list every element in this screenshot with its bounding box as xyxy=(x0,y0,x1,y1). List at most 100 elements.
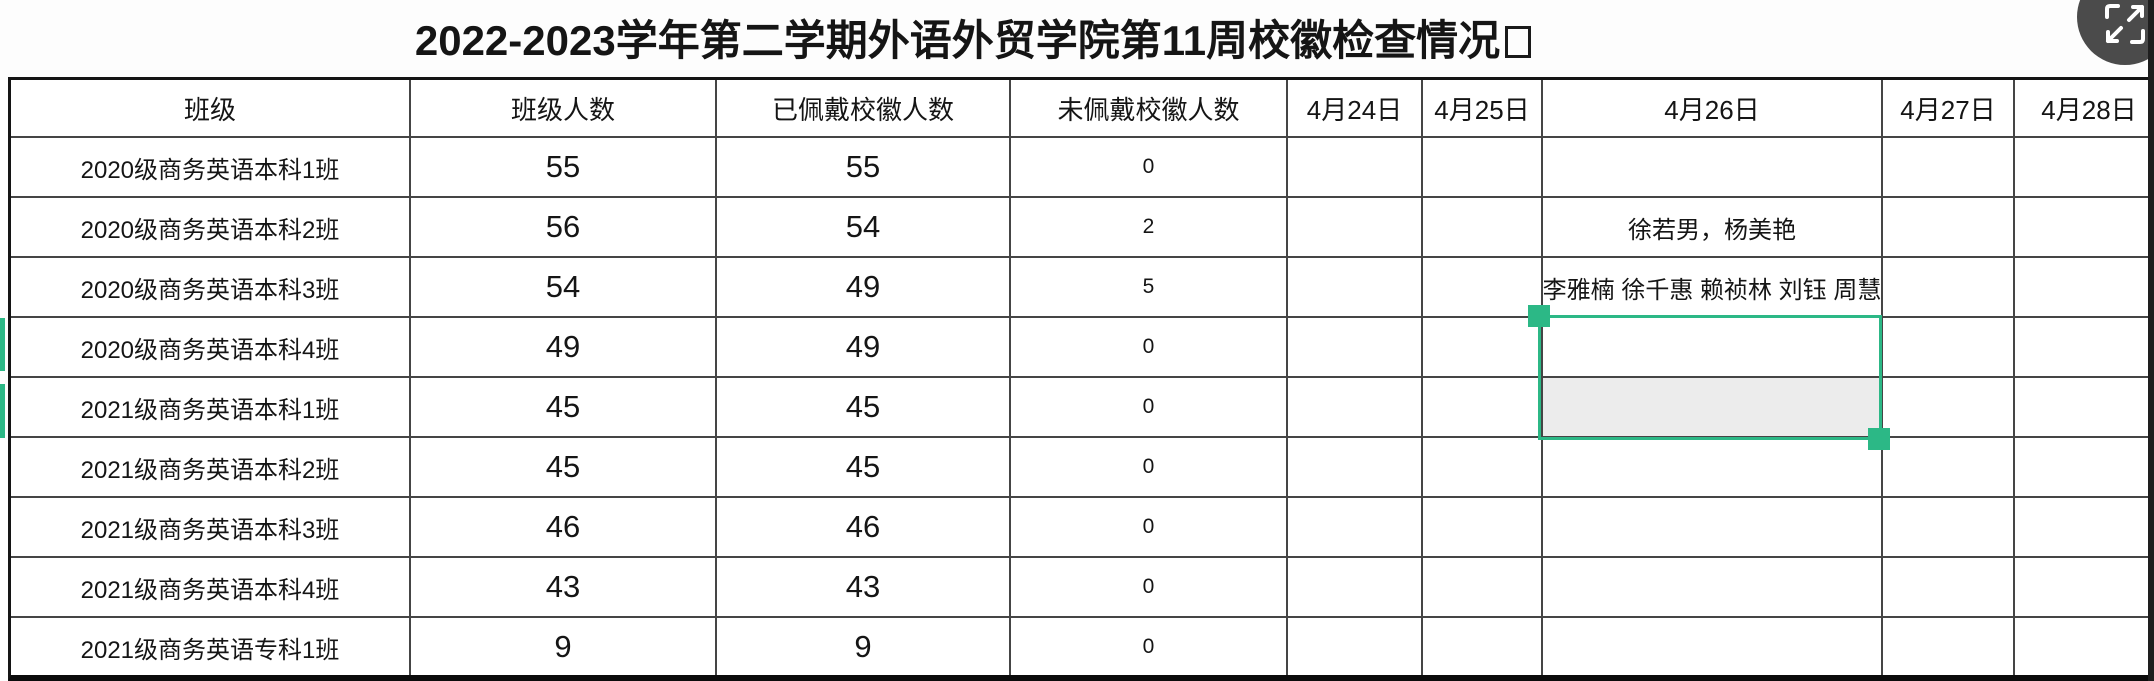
cell-r5-c7[interactable] xyxy=(1883,378,2015,438)
cell-r9-c3[interactable]: 0 xyxy=(1011,618,1288,675)
cell-r1-c0[interactable]: 2020级商务英语本科1班 xyxy=(11,138,411,198)
row-selected-indicator xyxy=(0,384,5,438)
cell-r3-c5[interactable] xyxy=(1423,258,1543,318)
cell-r3-c8[interactable] xyxy=(2015,258,2154,318)
cell-r9-c8[interactable] xyxy=(2015,618,2154,675)
header-cell-c1[interactable]: 班级人数 xyxy=(411,80,717,138)
cell-r9-c5[interactable] xyxy=(1423,618,1543,675)
header-cell-c0[interactable]: 班级 xyxy=(11,80,411,138)
cell-r2-c7[interactable] xyxy=(1883,198,2015,258)
cell-r5-c5[interactable] xyxy=(1423,378,1543,438)
cell-r9-c1[interactable]: 9 xyxy=(411,618,717,675)
cell-r9-c6[interactable] xyxy=(1543,618,1883,675)
cell-r8-c1[interactable]: 43 xyxy=(411,558,717,618)
cell-r1-c3[interactable]: 0 xyxy=(1011,138,1288,198)
fullscreen-button[interactable] xyxy=(2077,0,2154,65)
cell-r6-c3[interactable]: 0 xyxy=(1011,438,1288,498)
cell-r6-c5[interactable] xyxy=(1423,438,1543,498)
cell-r8-c7[interactable] xyxy=(1883,558,2015,618)
cell-r4-c0[interactable]: 2020级商务英语本科4班 xyxy=(11,318,411,378)
cell-r9-c7[interactable] xyxy=(1883,618,2015,675)
cell-r5-c6[interactable] xyxy=(1543,378,1883,438)
header-cell-c7[interactable]: 4月27日 xyxy=(1883,80,2015,138)
table-row: 2020级商务英语本科3班 54 49 5 李雅楠 徐千惠 赖祯林 刘钰 周慧 xyxy=(11,258,2154,318)
cell-r7-c8[interactable] xyxy=(2015,498,2154,558)
cell-r6-c2[interactable]: 45 xyxy=(717,438,1011,498)
cell-r1-c7[interactable] xyxy=(1883,138,2015,198)
cell-r4-c5[interactable] xyxy=(1423,318,1543,378)
cell-r2-c8[interactable] xyxy=(2015,198,2154,258)
cell-r5-c1[interactable]: 45 xyxy=(411,378,717,438)
cell-r8-c4[interactable] xyxy=(1288,558,1423,618)
cell-r8-c5[interactable] xyxy=(1423,558,1543,618)
cell-r7-c3[interactable]: 0 xyxy=(1011,498,1288,558)
cell-r7-c1[interactable]: 46 xyxy=(411,498,717,558)
cell-r7-c5[interactable] xyxy=(1423,498,1543,558)
selection-handle-top-left[interactable] xyxy=(1528,305,1550,327)
cell-r2-c4[interactable] xyxy=(1288,198,1423,258)
cell-r3-c0[interactable]: 2020级商务英语本科3班 xyxy=(11,258,411,318)
cell-r7-c2[interactable]: 46 xyxy=(717,498,1011,558)
header-cell-c2[interactable]: 已佩戴校徽人数 xyxy=(717,80,1011,138)
cell-r1-c8[interactable] xyxy=(2015,138,2154,198)
cell-r5-c8[interactable] xyxy=(2015,378,2154,438)
selection-handle-bottom-right[interactable] xyxy=(1868,428,1890,450)
cell-r7-c4[interactable] xyxy=(1288,498,1423,558)
cell-r1-c4[interactable] xyxy=(1288,138,1423,198)
cell-r1-c5[interactable] xyxy=(1423,138,1543,198)
table-row: 2021级商务英语专科1班 9 9 0 xyxy=(11,618,2154,675)
cell-r5-c4[interactable] xyxy=(1288,378,1423,438)
cell-r3-c3[interactable]: 5 xyxy=(1011,258,1288,318)
cell-r6-c1[interactable]: 45 xyxy=(411,438,717,498)
cell-r4-c8[interactable] xyxy=(2015,318,2154,378)
header-cell-c5[interactable]: 4月25日 xyxy=(1423,80,1543,138)
cell-r4-c4[interactable] xyxy=(1288,318,1423,378)
cell-r2-c0[interactable]: 2020级商务英语本科2班 xyxy=(11,198,411,258)
cell-r2-c2[interactable]: 54 xyxy=(717,198,1011,258)
cell-r3-c4[interactable] xyxy=(1288,258,1423,318)
cell-r5-c2[interactable]: 45 xyxy=(717,378,1011,438)
header-cell-c8[interactable]: 4月28日 xyxy=(2015,80,2154,138)
cell-r4-c2[interactable]: 49 xyxy=(717,318,1011,378)
cell-r6-c8[interactable] xyxy=(2015,438,2154,498)
cell-r2-c1[interactable]: 56 xyxy=(411,198,717,258)
cell-r9-c0[interactable]: 2021级商务英语专科1班 xyxy=(11,618,411,675)
cell-r2-c5[interactable] xyxy=(1423,198,1543,258)
cell-r9-c2[interactable]: 9 xyxy=(717,618,1011,675)
cell-r7-c0[interactable]: 2021级商务英语本科3班 xyxy=(11,498,411,558)
header-cell-c3[interactable]: 未佩戴校徽人数 xyxy=(1011,80,1288,138)
cell-r5-c0[interactable]: 2021级商务英语本科1班 xyxy=(11,378,411,438)
cell-r2-c6[interactable]: 徐若男，杨美艳 xyxy=(1543,198,1883,258)
cell-r1-c6[interactable] xyxy=(1543,138,1883,198)
cell-r6-c7[interactable] xyxy=(1883,438,2015,498)
cell-r6-c0[interactable]: 2021级商务英语本科2班 xyxy=(11,438,411,498)
cell-r6-c4[interactable] xyxy=(1288,438,1423,498)
table-header-row: 班级 班级人数 已佩戴校徽人数 未佩戴校徽人数 4月24日 4月25日 4月26日 4月27日… xyxy=(11,80,2154,138)
table-row: 2020级商务英语本科4班 49 49 0 xyxy=(11,318,2154,378)
cell-r7-c7[interactable] xyxy=(1883,498,2015,558)
cell-r2-c3[interactable]: 2 xyxy=(1011,198,1288,258)
cell-r8-c8[interactable] xyxy=(2015,558,2154,618)
cell-r3-c1[interactable]: 54 xyxy=(411,258,717,318)
cell-r6-c6[interactable] xyxy=(1543,438,1883,498)
cell-r7-c6[interactable] xyxy=(1543,498,1883,558)
header-cell-c4[interactable]: 4月24日 xyxy=(1288,80,1423,138)
cell-r1-c1[interactable]: 55 xyxy=(411,138,717,198)
cell-r4-c7[interactable] xyxy=(1883,318,2015,378)
cell-r9-c4[interactable] xyxy=(1288,618,1423,675)
cell-r8-c6[interactable] xyxy=(1543,558,1883,618)
header-cell-c6[interactable]: 4月26日 xyxy=(1543,80,1883,138)
cell-r8-c3[interactable]: 0 xyxy=(1011,558,1288,618)
cell-r4-c1[interactable]: 49 xyxy=(411,318,717,378)
cell-r3-c7[interactable] xyxy=(1883,258,2015,318)
cell-r4-c6[interactable] xyxy=(1543,318,1883,378)
cell-r8-c2[interactable]: 43 xyxy=(717,558,1011,618)
cell-r5-c3[interactable]: 0 xyxy=(1011,378,1288,438)
cell-r3-c6[interactable]: 李雅楠 徐千惠 赖祯林 刘钰 周慧 xyxy=(1543,258,1883,318)
cell-r8-c0[interactable]: 2021级商务英语本科4班 xyxy=(11,558,411,618)
cell-r3-c2[interactable]: 49 xyxy=(717,258,1011,318)
cell-r4-c3[interactable]: 0 xyxy=(1011,318,1288,378)
table-row: 2020级商务英语本科2班 56 54 2 徐若男，杨美艳 xyxy=(11,198,2154,258)
cell-r1-c2[interactable]: 55 xyxy=(717,138,1011,198)
